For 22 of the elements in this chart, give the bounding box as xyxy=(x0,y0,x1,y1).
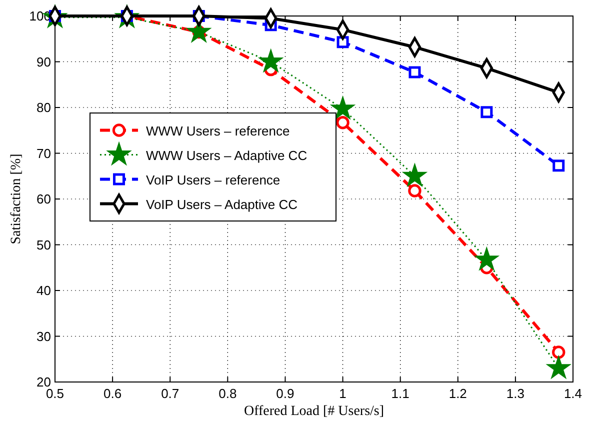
legend-label: WWW Users – Adaptive CC xyxy=(146,148,308,163)
legend-label: VoIP Users – Adaptive CC xyxy=(146,196,298,212)
x-tick-label: 0.9 xyxy=(276,386,294,401)
x-tick-label: 0.7 xyxy=(161,386,180,401)
x-tick-label: 1.3 xyxy=(506,386,524,401)
y-tick-label: 50 xyxy=(36,237,51,252)
x-tick-label: 1.4 xyxy=(564,386,582,401)
y-tick-label: 30 xyxy=(36,328,51,344)
y-tick-label: 40 xyxy=(36,283,51,298)
x-tick-label: 1 xyxy=(339,386,346,401)
x-tick-label: 0.8 xyxy=(218,386,237,401)
x-tick-label: 0.6 xyxy=(104,386,122,401)
legend-label: VoIP Users – reference xyxy=(146,172,280,188)
x-tick-label: 1.1 xyxy=(391,386,410,401)
y-tick-label: 70 xyxy=(36,146,51,161)
x-tick-label: 1.2 xyxy=(448,386,467,401)
y-tick-label: 80 xyxy=(36,100,51,115)
x-axis-title: Offered Load [# Users/s] xyxy=(244,404,384,419)
y-tick-label: 90 xyxy=(36,54,51,70)
y-tick-label: 60 xyxy=(36,192,51,206)
legend-label: WWW Users – reference xyxy=(146,123,290,138)
y-axis-title: Satisfaction [%] xyxy=(9,154,24,244)
